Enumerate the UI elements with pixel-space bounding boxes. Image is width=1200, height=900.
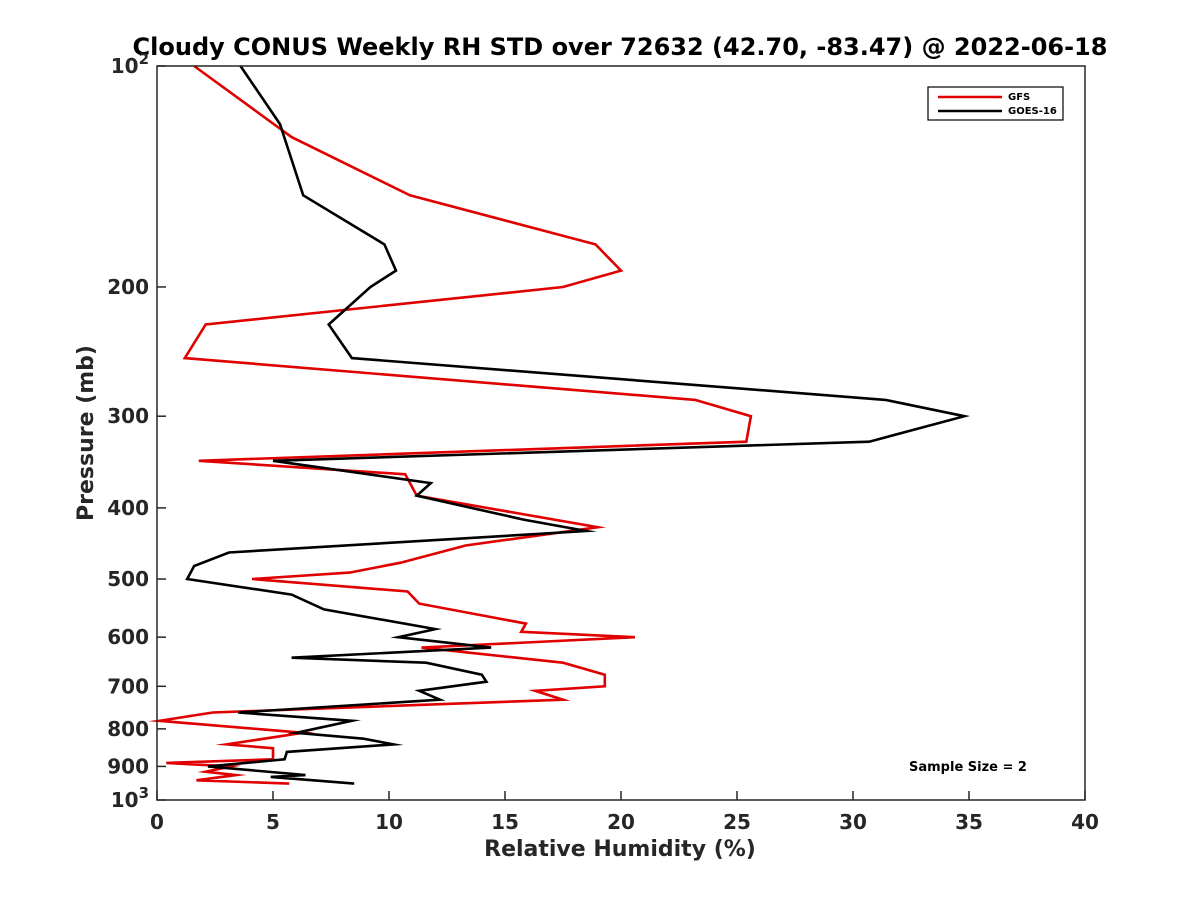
series-layer (148, 64, 971, 785)
y-tick-label: 200 (107, 275, 149, 299)
x-tick-label: 30 (839, 810, 867, 834)
y-tick-label: 102 (111, 50, 149, 78)
series-line-goes16 (185, 65, 971, 785)
x-tick-label: 25 (723, 810, 751, 834)
y-tick-label: 500 (107, 567, 149, 591)
y-tick-label: 900 (107, 754, 149, 778)
y-tick-label: 103 (111, 784, 149, 812)
y-tick-label: 300 (107, 404, 149, 428)
x-tick-label: 20 (607, 810, 635, 834)
y-tick-label: 600 (107, 625, 149, 649)
x-tick-label: 10 (375, 810, 403, 834)
legend-label-gfs: GFS (1008, 92, 1030, 103)
x-tick-label: 35 (955, 810, 983, 834)
y-axis-label: Pressure (mb) (74, 345, 99, 521)
x-tick-label: 15 (491, 810, 519, 834)
y-tick-label: 400 (107, 496, 149, 520)
x-axis-label: Relative Humidity (%) (484, 837, 756, 862)
chart-title: Cloudy CONUS Weekly RH STD over 72632 (4… (133, 33, 1108, 61)
x-tick-label: 0 (150, 810, 164, 834)
y-tick-label: 800 (107, 717, 149, 741)
y-tick-label: 700 (107, 674, 149, 698)
series-line-gfs (148, 64, 753, 785)
x-tick-label: 5 (266, 810, 280, 834)
sample-size-note: Sample Size = 2 (909, 760, 1027, 775)
legend-label-goes16: GOES-16 (1008, 106, 1057, 117)
x-tick-label: 40 (1071, 810, 1099, 834)
legend: GFS GOES-16 (927, 86, 1064, 121)
legend-box (927, 86, 1064, 121)
tick-layer: 0 5 10 15 20 25 30 35 40 102 200 300 400 500 600 700 800… (107, 50, 1099, 834)
